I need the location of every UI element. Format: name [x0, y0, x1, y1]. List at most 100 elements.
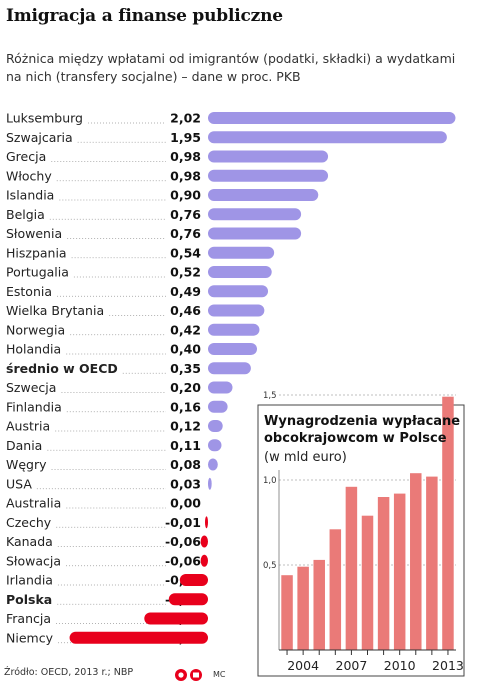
category-label: Norwegia — [6, 322, 65, 337]
category-label: Portugalia — [6, 265, 69, 280]
value-label: 0,98 — [170, 168, 201, 183]
inset-x-tick: 2010 — [384, 658, 416, 673]
inset-chart-subtitle: (w mld euro) — [264, 450, 347, 465]
category-label: Szwecja — [6, 380, 56, 395]
inset-chart-title: Wynagrodzenia wypłacane obcokrajowcom w … — [264, 414, 461, 446]
bar — [205, 516, 208, 529]
bar — [208, 266, 272, 278]
category-label: Kanada — [6, 534, 53, 549]
inset-bar — [442, 396, 454, 650]
bar — [200, 554, 208, 567]
bar — [168, 593, 208, 606]
category-label: Włochy — [6, 168, 52, 183]
value-label: 0,46 — [170, 303, 201, 318]
bar — [208, 439, 222, 452]
bar — [208, 285, 269, 298]
inset-x-tick: 2007 — [336, 658, 368, 673]
category-label: Grecja — [6, 149, 46, 164]
category-label: Słowenia — [6, 226, 62, 241]
bar — [179, 574, 208, 586]
bar — [208, 208, 302, 221]
value-label: 0,12 — [170, 419, 201, 434]
inset-bar — [426, 476, 438, 650]
bar — [208, 112, 456, 124]
value-label: -0,06 — [165, 553, 201, 568]
inset-bar — [297, 566, 309, 650]
bar — [208, 246, 275, 259]
category-label: Australia — [6, 496, 61, 511]
category-label: Francja — [6, 611, 51, 626]
value-label: 0,76 — [170, 207, 201, 222]
value-label: -0,01 — [165, 515, 201, 530]
category-label: Irlandia — [6, 573, 53, 588]
value-label: 0,76 — [170, 226, 201, 241]
bar — [208, 400, 228, 413]
value-label: 0,16 — [170, 399, 201, 414]
value-label: 0,54 — [170, 245, 201, 260]
category-label: Słowacja — [6, 553, 61, 568]
value-label: 2,02 — [170, 111, 201, 126]
bar — [208, 131, 447, 144]
category-label: Czechy — [6, 515, 52, 530]
bar — [208, 420, 223, 432]
category-label: Dania — [6, 438, 42, 453]
category-label: Estonia — [6, 284, 52, 299]
inset-y-tick: 1,5 — [263, 391, 277, 401]
value-label: 0,08 — [170, 457, 201, 472]
bar — [208, 477, 212, 490]
inset-bar — [329, 529, 342, 650]
category-label: średnio w OECD — [6, 361, 118, 376]
value-label: 0,40 — [170, 342, 201, 357]
bar — [208, 381, 233, 394]
category-label: Szwajcaria — [6, 130, 73, 145]
category-label: Belgia — [6, 207, 45, 222]
bar — [208, 189, 319, 201]
inset-y-tick: 1,0 — [263, 476, 277, 486]
value-label: -0,06 — [165, 534, 201, 549]
value-label: 1,95 — [170, 130, 201, 145]
inset-bar — [313, 559, 325, 650]
inset-x-tick: 2013 — [432, 658, 464, 673]
category-label: Polska — [6, 592, 52, 607]
page-subtitle: Różnica między wpłatami od imigrantów (p… — [6, 51, 456, 84]
source-note: Źródło: OECD, 2013 r.; NBP — [4, 667, 134, 678]
bar — [208, 304, 265, 317]
inset-bar — [377, 497, 390, 650]
category-label: Hiszpania — [6, 245, 67, 260]
value-label: 0,42 — [170, 322, 201, 337]
bar — [208, 169, 329, 182]
inset-bar — [410, 473, 422, 650]
value-label: 0,03 — [170, 476, 201, 491]
page-title: Imigracja a finanse publiczne — [6, 6, 283, 26]
category-label: Holandia — [6, 342, 61, 357]
inset-bar — [393, 493, 406, 650]
bar — [69, 631, 208, 644]
bar — [208, 323, 260, 336]
value-label: 0,90 — [170, 188, 201, 203]
category-label: Islandia — [6, 188, 54, 203]
inset-y-tick: 0,5 — [263, 561, 277, 571]
category-label: Austria — [6, 419, 50, 434]
bar — [144, 612, 208, 625]
bar — [208, 150, 329, 163]
value-label: 0,35 — [170, 361, 201, 376]
bar — [208, 362, 251, 375]
category-label: Luksemburg — [6, 111, 83, 126]
inset-bar — [361, 515, 374, 650]
publisher-logo-icon — [175, 669, 202, 681]
value-label: 0,20 — [170, 380, 201, 395]
value-label: 0,00 — [170, 496, 201, 511]
value-label: 0,52 — [170, 265, 201, 280]
inset-x-tick: 2004 — [287, 658, 319, 673]
bar — [208, 227, 302, 240]
bar — [208, 343, 257, 355]
category-label: Niemcy — [6, 630, 54, 645]
inset-bar — [345, 486, 358, 650]
bar — [200, 535, 208, 548]
value-label: 0,11 — [170, 438, 201, 453]
category-label: Finlandia — [6, 399, 62, 414]
bar — [208, 458, 218, 471]
value-label: 0,98 — [170, 149, 201, 164]
author-credit: MC — [213, 670, 226, 679]
